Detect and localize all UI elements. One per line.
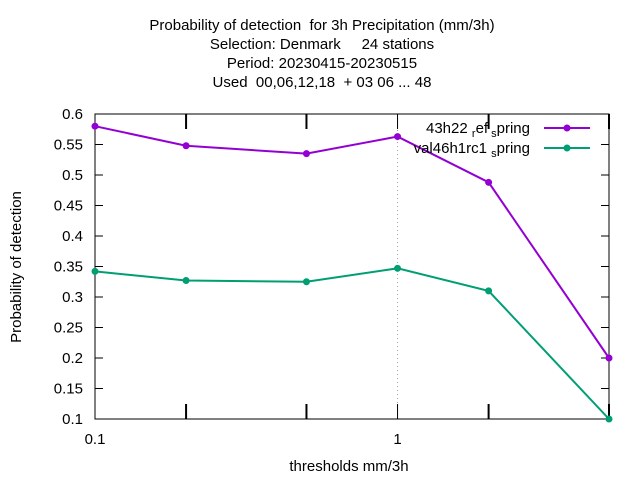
chart-title-line-4: Used 00,06,12,18 + 03 06 ... 48 — [212, 74, 432, 91]
data-point — [182, 142, 190, 150]
legend-label: val46h1rc1 spring — [414, 140, 530, 160]
series-line — [94, 267, 610, 420]
y-tick-label: 0.5 — [62, 167, 83, 184]
legend-label-part: val46h1rc1 — [414, 140, 492, 157]
x-axis-label: thresholds mm/3h — [289, 458, 408, 475]
data-point — [91, 267, 99, 275]
legend-swatch-marker — [563, 124, 571, 132]
y-tick-label: 0.1 — [62, 411, 83, 428]
chart-title-line-2: Selection: Denmark 24 stations — [209, 36, 435, 53]
chart-title-line-3: Period: 20230415-20230515 — [226, 55, 418, 72]
x-tick-label: 1 — [393, 431, 401, 448]
data-point — [91, 122, 99, 130]
series-group — [91, 122, 613, 423]
y-tick-label: 0.45 — [54, 198, 83, 215]
x-tick-label: 0.1 — [85, 431, 106, 448]
y-tick-label: 0.35 — [54, 259, 83, 276]
y-tick-label: 0.4 — [62, 228, 83, 245]
x-tick-labels: 0.1 1 — [85, 431, 402, 448]
data-point — [182, 277, 190, 285]
data-point — [394, 264, 402, 272]
legend-label: 43h22 ref spring — [426, 120, 530, 140]
legend-label-part: 43h22 — [426, 120, 472, 137]
plot-frame — [94, 113, 610, 420]
legend-label-part: s — [491, 148, 497, 160]
legend-label-part: r — [472, 128, 476, 140]
y-tick-label: 0.3 — [62, 289, 83, 306]
chart-title-line-1: Probability of detection for 3h Precipit… — [149, 17, 495, 34]
y-tick-label: 0.55 — [54, 137, 83, 154]
data-point — [605, 354, 613, 362]
y-tick-label: 0.25 — [54, 320, 83, 337]
legend-label-part: ef — [476, 120, 489, 137]
y-tick-label: 0.15 — [54, 381, 83, 398]
data-point — [302, 278, 310, 286]
legend-label-part: pring — [497, 120, 530, 137]
data-point — [302, 150, 310, 158]
y-axis-label: Probability of detection — [8, 191, 25, 343]
y-tick-label: 0.6 — [62, 106, 83, 123]
axis-ticks — [94, 113, 610, 420]
y-tick-label: 0.2 — [62, 350, 83, 367]
legend-label-part: pring — [497, 140, 530, 157]
data-point — [485, 287, 493, 295]
data-point — [605, 415, 613, 423]
y-tick-labels: 0.1 0.15 0.2 0.25 0.3 0.35 0.4 0.45 0.5 0.55 0.6 — [54, 106, 83, 428]
legend-swatch-marker — [563, 144, 571, 152]
legend-label-part: s — [488, 128, 497, 140]
data-point — [485, 178, 493, 186]
series-line — [94, 125, 610, 359]
data-point — [394, 133, 402, 141]
